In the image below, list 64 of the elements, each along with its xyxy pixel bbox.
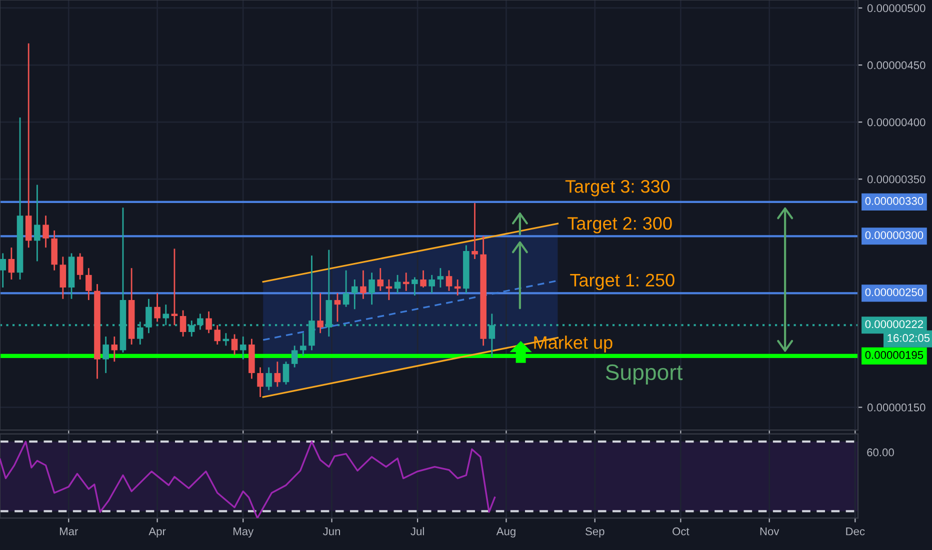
candlestick [420,270,426,288]
candlestick [154,292,160,322]
candlestick [76,252,84,280]
candlestick [257,366,264,398]
annotation: Target 1: 250 [570,274,674,290]
candlestick [351,278,358,310]
candlestick [446,270,452,292]
annotation: Support [606,364,683,385]
x-tick-label: Jun [322,528,340,536]
candlestick [102,336,109,374]
candlestick [472,202,478,260]
candlestick [402,272,410,292]
ref-line-label: 0.00000330 [865,197,924,205]
ref-line-label: 0.00000250 [865,288,924,296]
y-tick-label: 0.00000350 [867,175,926,184]
x-tick-label: Aug [496,528,516,538]
y-tick-label: 0.00000500 [867,4,926,12]
x-tick-label: Nov [760,528,780,536]
candlestick [377,267,384,292]
candlestick [34,184,40,262]
x-tick-label: May [234,528,254,538]
x-tick-label: Jul [410,527,424,536]
candlestick [206,310,212,334]
candlestick [360,270,366,300]
y-tick-label: 0.00000150 [867,404,926,412]
candlestick [86,267,92,301]
candlestick [342,270,350,308]
x-tick-label: Apr [148,528,166,538]
candlestick [394,274,401,294]
ref-line-label: 0.00000300 [865,231,924,240]
candlestick [214,324,221,346]
ref-line-label: 0.00000195 [865,351,924,359]
candlestick [317,292,324,334]
y-tick-label: 0.00000450 [867,61,926,70]
candlestick [274,360,281,388]
candlestick [111,336,118,362]
annotation: Market up [534,336,612,352]
candlestick [300,332,306,357]
x-tick-label: Mar [60,528,78,536]
candlestick [231,334,238,356]
x-tick-label: Dec [846,528,865,536]
y-tick-label: 0.00000400 [867,118,926,126]
x-tick-label: Oct [672,527,690,536]
candlestick [266,366,272,391]
candlestick [334,292,341,322]
text: 60.00 [867,448,894,456]
candlestick [282,360,290,386]
candlestick [0,252,6,288]
candlestick [8,246,15,280]
candlestick [291,344,298,368]
annotation: Target 3: 330 [565,180,670,196]
candlestick [412,276,418,296]
ref-line-label: 0.00000222 [865,320,924,328]
candlestick [240,336,246,360]
candlestick [428,274,436,294]
candlestick [368,272,375,306]
candlestick [171,248,178,326]
text: 16:02:05 [888,334,930,342]
annotation: Target 2: 300 [568,217,672,234]
candlestick [60,256,66,300]
x-tick-label: Sep [586,527,604,538]
candlestick [42,214,49,248]
candlestick [180,310,186,338]
candlestick [437,267,444,288]
